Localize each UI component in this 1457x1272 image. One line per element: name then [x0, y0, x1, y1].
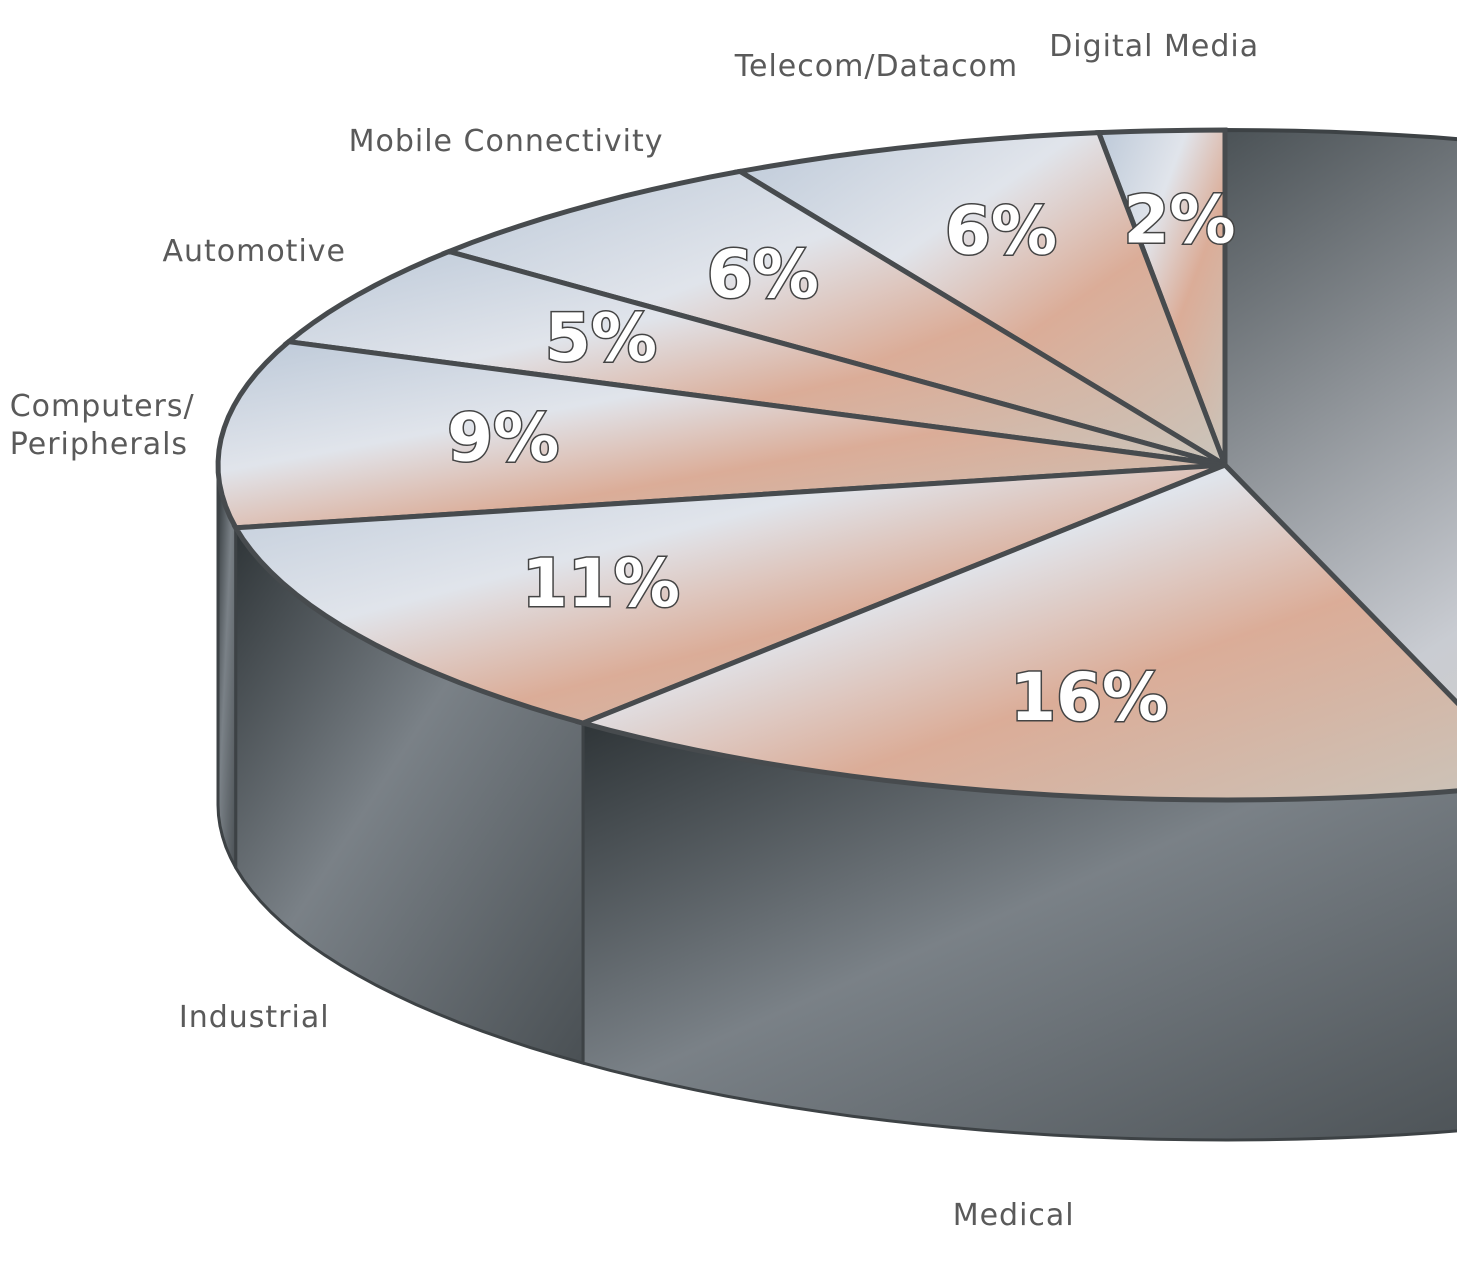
- category-label: Industrial: [178, 1000, 330, 1036]
- value-label: 6%: [945, 193, 1057, 270]
- tops: [215, 127, 1457, 803]
- category-label: Digital Media: [1049, 29, 1260, 65]
- category-label: Medical: [952, 1198, 1075, 1234]
- category-label: Telecom/Datacom: [734, 48, 1019, 84]
- category-label: Automotive: [162, 233, 346, 269]
- slice: [732, 130, 1230, 471]
- value-label: 16%: [1010, 659, 1168, 736]
- value-label: 6%: [707, 236, 819, 313]
- walls: [216, 464, 1457, 1142]
- slice: [215, 339, 1226, 531]
- slice: [282, 248, 1226, 468]
- value-label: 2%: [1123, 181, 1235, 258]
- value-label: 5%: [545, 299, 657, 376]
- value-label: 9%: [447, 399, 559, 476]
- slice: [575, 462, 1457, 803]
- value-label: 11%: [522, 545, 680, 622]
- slice: [231, 462, 1226, 726]
- category-label: Computers/ Peripherals: [9, 388, 195, 462]
- remaining-top: [1223, 127, 1457, 706]
- category-label: Mobile Connectivity: [348, 124, 664, 160]
- slice: [441, 168, 1227, 468]
